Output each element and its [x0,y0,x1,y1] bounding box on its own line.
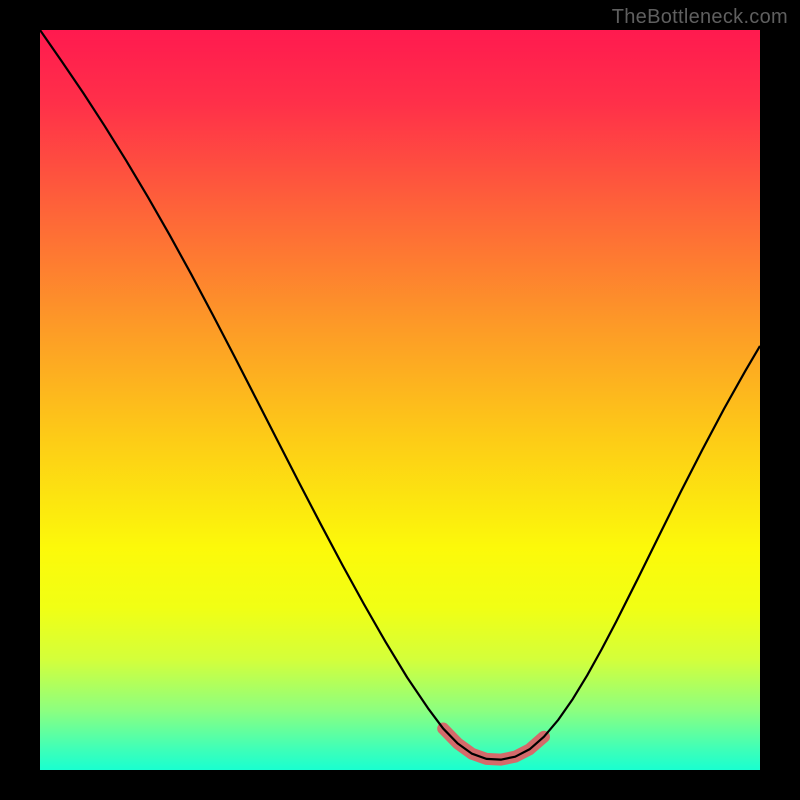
watermark-text: TheBottleneck.com [612,6,788,29]
bottleneck-curve-chart [0,0,800,800]
chart-frame: TheBottleneck.com [0,0,800,800]
plot-background [40,30,760,770]
